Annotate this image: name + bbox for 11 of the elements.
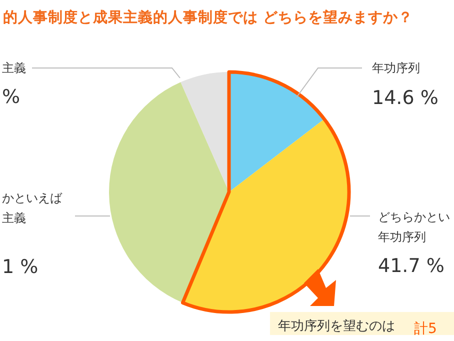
slice-label: かといえば主義 xyxy=(2,191,63,225)
data-label: 41.7 % xyxy=(378,255,444,277)
slice-label: どちらかとい年功序列 xyxy=(378,210,450,244)
slice-label: 年功序列 xyxy=(372,61,420,75)
text: 計5 xyxy=(414,321,437,337)
text: 年功序列を望むのは xyxy=(278,318,395,334)
text: 1 % xyxy=(2,256,38,278)
text: % xyxy=(2,86,20,108)
slice-label: 主義 xyxy=(2,61,26,75)
data-label: 14.6 % xyxy=(372,87,438,109)
chart-title: 的人事制度と成果主義的人事制度では どちらを望みますか？ xyxy=(3,8,414,26)
